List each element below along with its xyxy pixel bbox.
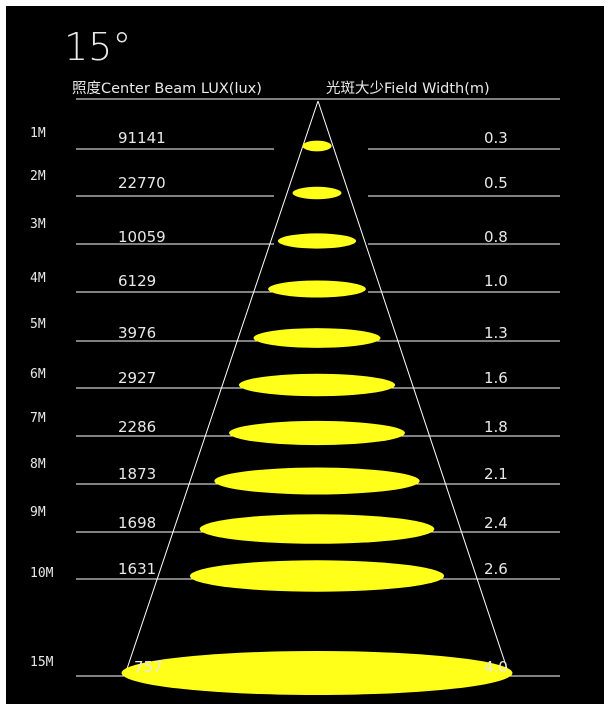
- row-field-width: 0.3: [484, 129, 508, 147]
- row-field-width: 0.5: [484, 174, 508, 192]
- row-lux: 22770: [118, 174, 166, 192]
- beam-spot: [302, 140, 332, 152]
- row-distance: 7M: [30, 411, 46, 426]
- row-field-width: 4.0: [484, 658, 508, 676]
- row-lux: 2286: [118, 418, 156, 436]
- row-distance: 1M: [30, 126, 46, 141]
- row-lux: 91141: [118, 129, 166, 147]
- row-distance: 10M: [30, 566, 54, 581]
- beam-row: 4M 6129 1.0: [30, 271, 560, 298]
- row-distance: 4M: [30, 271, 46, 286]
- row-lux: 10059: [118, 228, 166, 246]
- cone-edge-left: [125, 100, 319, 674]
- beam-row: 6M 2927 1.6: [30, 367, 560, 397]
- beam-row: 2M 22770 0.5: [30, 169, 560, 200]
- row-lux: 1698: [118, 514, 156, 532]
- beam-spot: [292, 186, 342, 200]
- beam-row: 10M 1631 2.6: [30, 560, 560, 592]
- row-field-width: 1.0: [484, 272, 508, 290]
- beam-spot: [268, 280, 366, 298]
- beam-row: 15M 757 4.0: [30, 651, 560, 695]
- row-distance: 2M: [30, 169, 46, 184]
- diagram-frame: 15° 照度Center Beam LUX(lux) 光斑大少Field Wid…: [6, 6, 604, 704]
- row-distance: 15M: [30, 655, 54, 670]
- row-distance: 3M: [30, 217, 46, 232]
- beam-spot: [238, 373, 396, 397]
- row-distance: 9M: [30, 505, 46, 520]
- row-lux: 1631: [118, 560, 156, 578]
- row-field-width: 1.8: [484, 418, 508, 436]
- beam-spot: [189, 560, 445, 592]
- width-column-header: 光斑大少Field Width(m): [326, 80, 490, 97]
- row-lux: 1873: [118, 465, 156, 483]
- row-field-width: 2.4: [484, 514, 508, 532]
- beam-row: 3M 10059 0.8: [30, 217, 560, 249]
- row-lux: 757: [134, 658, 163, 676]
- beam-diagram: 15° 照度Center Beam LUX(lux) 光斑大少Field Wid…: [30, 25, 560, 695]
- beam-spot: [214, 467, 420, 495]
- row-distance: 6M: [30, 367, 46, 382]
- rows-layer: 1M 91141 0.3 2M 22770 0.5 3M 10059 0.8 4M 6129 1.0 5…: [30, 126, 560, 695]
- beam-spot: [277, 233, 357, 249]
- row-field-width: 2.1: [484, 465, 508, 483]
- row-field-width: 1.6: [484, 369, 508, 387]
- beam-row: 5M 3976 1.3: [30, 317, 560, 348]
- beam-cone: [125, 100, 509, 674]
- row-lux: 3976: [118, 324, 156, 342]
- cone-edge-right: [317, 100, 509, 674]
- beam-row: 1M 91141 0.3: [30, 126, 560, 152]
- row-lux: 6129: [118, 272, 156, 290]
- beam-spot: [121, 651, 513, 695]
- beam-spot: [199, 514, 435, 544]
- lux-column-header: 照度Center Beam LUX(lux): [72, 80, 262, 97]
- row-lux: 2927: [118, 369, 156, 387]
- beam-spot: [253, 328, 381, 348]
- row-field-width: 1.3: [484, 324, 508, 342]
- beam-row: 7M 2286 1.8: [30, 411, 560, 446]
- row-distance: 8M: [30, 457, 46, 472]
- row-field-width: 2.6: [484, 560, 508, 578]
- row-distance: 5M: [30, 317, 46, 332]
- beam-row: 9M 1698 2.4: [30, 505, 560, 544]
- beam-row: 8M 1873 2.1: [30, 457, 560, 495]
- beam-angle-title: 15°: [64, 25, 131, 69]
- beam-spot: [229, 420, 405, 446]
- row-field-width: 0.8: [484, 228, 508, 246]
